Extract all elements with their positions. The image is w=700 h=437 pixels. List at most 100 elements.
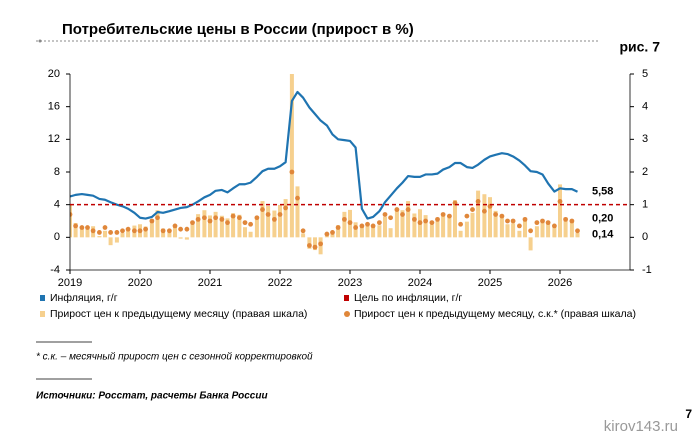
bar	[453, 200, 457, 238]
bar	[523, 218, 527, 238]
bar	[143, 226, 148, 238]
bar	[482, 194, 487, 238]
bar	[383, 216, 387, 238]
bar	[225, 218, 230, 238]
bar	[377, 225, 382, 238]
point	[125, 226, 131, 232]
legend-swatch	[40, 295, 45, 301]
bar	[114, 237, 119, 243]
x-tick-label: 2022	[268, 277, 292, 289]
watermark: kirov143.ru	[604, 418, 678, 435]
x-tick-label: 2024	[408, 277, 432, 289]
point	[505, 218, 510, 224]
bar	[464, 221, 469, 238]
point	[242, 220, 248, 226]
point	[417, 220, 423, 226]
bar	[324, 235, 329, 238]
annotation: 0,20	[592, 213, 613, 225]
line	[70, 90, 578, 220]
bar	[243, 227, 247, 238]
bar	[173, 225, 177, 238]
y2-tick-label: 3	[642, 133, 648, 145]
point	[160, 228, 166, 234]
x-tick-label: 2026	[548, 277, 572, 289]
bar	[552, 226, 557, 238]
point	[230, 213, 236, 219]
point	[132, 228, 137, 234]
bar	[219, 215, 224, 238]
annotation: 0,14	[592, 229, 614, 241]
legend-swatch	[40, 311, 45, 317]
y-tick-label: 16	[48, 101, 60, 113]
point	[289, 169, 295, 175]
point	[202, 215, 207, 221]
y2-tick-label: 2	[642, 166, 648, 178]
y-tick-label: 8	[54, 166, 60, 178]
bar	[569, 221, 574, 238]
point	[85, 225, 90, 230]
point	[167, 228, 172, 234]
legend-label: Цель по инфляции, г/г	[354, 292, 462, 304]
page-number: 7	[685, 407, 692, 421]
point	[405, 207, 411, 212]
point	[265, 212, 271, 217]
bar	[301, 233, 306, 238]
header-dot	[38, 39, 42, 43]
point	[423, 218, 428, 224]
bar	[412, 213, 417, 238]
bar	[365, 224, 370, 238]
chart-title: Потребительские цены в России (прирост в…	[62, 21, 414, 38]
point	[114, 230, 120, 235]
point	[447, 213, 452, 219]
bar	[394, 208, 399, 238]
point	[429, 220, 435, 226]
bar	[435, 221, 440, 238]
point	[370, 223, 376, 229]
point	[335, 225, 341, 230]
bar	[184, 237, 189, 240]
point	[394, 207, 400, 212]
legend-swatch	[344, 311, 350, 317]
y-tick-label: 4	[54, 199, 60, 211]
point	[388, 215, 393, 221]
bar	[202, 210, 207, 238]
y2-tick-label: 0	[642, 231, 648, 243]
bar	[73, 222, 78, 238]
point	[90, 228, 96, 234]
bar	[511, 223, 516, 238]
point	[382, 212, 388, 217]
point	[277, 212, 283, 217]
bar	[517, 230, 522, 238]
point	[458, 221, 463, 227]
point	[73, 223, 78, 229]
bar	[260, 201, 265, 238]
bar	[266, 205, 271, 238]
point	[324, 231, 330, 237]
bar	[546, 223, 551, 238]
bar	[575, 232, 580, 238]
y-tick-label: -4	[50, 264, 60, 276]
bar	[237, 214, 242, 238]
bar	[213, 211, 218, 238]
point	[300, 228, 306, 234]
point	[213, 215, 219, 221]
point	[260, 207, 265, 212]
y-tick-label: 20	[48, 68, 60, 80]
bar	[470, 212, 475, 238]
point	[137, 228, 143, 234]
bar	[488, 197, 492, 238]
point	[225, 220, 230, 226]
point	[184, 226, 190, 232]
y-tick-label: 12	[48, 133, 60, 145]
point	[412, 216, 417, 222]
point	[254, 215, 260, 221]
point	[155, 215, 160, 221]
point	[400, 212, 405, 217]
y2-tick-label: -1	[642, 264, 652, 276]
point	[377, 220, 382, 226]
point	[97, 230, 102, 235]
bar	[289, 74, 294, 238]
point	[178, 226, 184, 232]
point	[365, 221, 370, 227]
